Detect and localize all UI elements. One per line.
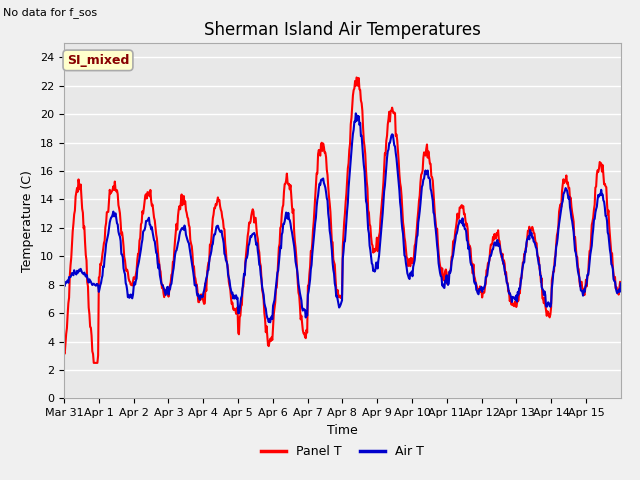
- Panel T: [277, 224, 285, 229]
- Panel T: [401, 239, 409, 245]
- Air T: [228, 290, 236, 296]
- Air T: [60, 283, 68, 288]
- Air T: [401, 253, 409, 259]
- Panel T: [353, 74, 360, 80]
- Title: Sherman Island Air Temperatures: Sherman Island Air Temperatures: [204, 21, 481, 39]
- Panel T: [126, 279, 134, 285]
- Air T: [125, 295, 133, 300]
- Air T: [266, 320, 274, 325]
- Air T: [277, 245, 285, 251]
- Line: Panel T: Panel T: [64, 77, 621, 363]
- Panel T: [256, 260, 264, 265]
- Panel T: [617, 281, 625, 287]
- Panel T: [228, 300, 236, 305]
- Legend: Panel T, Air T: Panel T, Air T: [256, 440, 429, 463]
- Air T: [352, 110, 360, 116]
- Air T: [433, 234, 440, 240]
- Air T: [617, 280, 625, 286]
- Line: Air T: Air T: [64, 113, 621, 323]
- Y-axis label: Temperature (C): Temperature (C): [22, 170, 35, 272]
- Panel T: [433, 230, 440, 236]
- Text: SI_mixed: SI_mixed: [67, 54, 129, 67]
- Panel T: [90, 360, 98, 366]
- Text: No data for f_sos: No data for f_sos: [3, 7, 97, 18]
- Air T: [255, 262, 263, 267]
- Panel T: [60, 349, 68, 355]
- X-axis label: Time: Time: [327, 424, 358, 437]
